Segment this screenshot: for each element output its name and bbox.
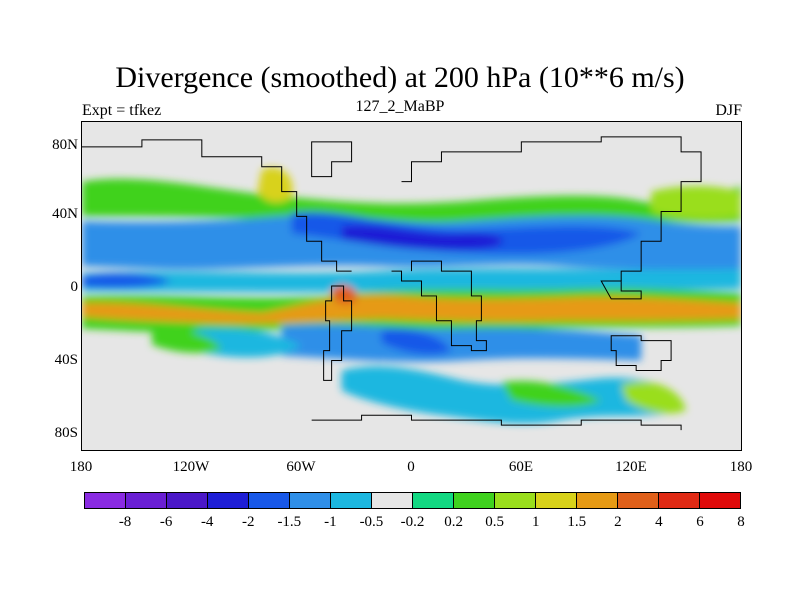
- colorbar-label: 4: [655, 514, 663, 530]
- colorbar-label: -0.2: [400, 514, 425, 530]
- coast-north-america: [82, 139, 352, 272]
- colorbar-label: 8: [737, 514, 745, 530]
- coastlines: [82, 136, 702, 431]
- colorbar-label: -8: [118, 514, 132, 530]
- lon-label-180e: 180: [729, 459, 753, 475]
- coast-antarctica: [311, 414, 682, 431]
- field-patch-northeast-yellow: [651, 185, 741, 220]
- colorbar-label: -2: [242, 514, 255, 530]
- colorbar-swatch: [331, 493, 372, 508]
- colorbar-swatch: [126, 493, 167, 508]
- colorbar-swatch: [495, 493, 536, 508]
- colorbar-label: 2: [614, 514, 622, 530]
- colorbar-swatch: [536, 493, 577, 508]
- colorbar-label: 0.5: [485, 514, 504, 530]
- coast-australia: [610, 335, 672, 371]
- lat-label-equator: 0: [70, 279, 79, 295]
- lon-label-120w: 120W: [172, 459, 210, 475]
- colorbar-label: 1.5: [567, 514, 587, 530]
- colorbar-swatch: [618, 493, 659, 508]
- colorbar-swatch: [85, 493, 126, 508]
- lat-label-40s: 40S: [54, 352, 78, 368]
- lon-label-0: 0: [407, 459, 415, 475]
- coast-eurasia: [401, 136, 702, 282]
- colorbar-swatch: [413, 493, 454, 508]
- divergence-field-map: [82, 136, 741, 431]
- colorbar-swatch: [577, 493, 618, 508]
- field-swirl-south-patch: [151, 329, 222, 353]
- field-band-equator-blue: [82, 268, 741, 292]
- colorbar: [84, 492, 741, 509]
- colorbar-label: -4: [200, 514, 214, 530]
- coast-greenland: [311, 141, 353, 178]
- colorbar-swatch: [208, 493, 249, 508]
- lon-label-180w: 180: [69, 459, 93, 475]
- colorbar-swatch: [249, 493, 290, 508]
- field-patch-deep-blue: [341, 225, 504, 251]
- lat-label-40n: 40N: [52, 206, 78, 222]
- field-swirl-southern-darkgreen: [501, 380, 602, 408]
- experiment-label: Expt = tfkez: [82, 102, 162, 119]
- colorbar-swatch: [700, 493, 740, 508]
- run-label: 127_2_MaBP: [355, 98, 445, 115]
- map-panel: [81, 121, 742, 451]
- lat-label-80s: 80S: [54, 425, 78, 441]
- coast-south-america: [323, 285, 353, 381]
- field-band-tropical-orange: [82, 294, 741, 324]
- colorbar-label: -6: [159, 514, 173, 530]
- field-patch-southamerica-red: [331, 285, 358, 304]
- coast-africa: [391, 260, 487, 352]
- field-patch-north-yellow: [257, 167, 293, 203]
- colorbar-label: -1.5: [277, 514, 302, 530]
- colorbar-label: -0.5: [359, 514, 384, 530]
- lon-label-60e: 60E: [508, 459, 534, 475]
- lon-label-120e: 120E: [615, 459, 647, 475]
- plot-title: Divergence (smoothed) at 200 hPa (10**6 …: [115, 61, 685, 94]
- lon-label-60w: 60W: [286, 459, 316, 475]
- colorbar-label: -1: [324, 514, 337, 530]
- colorbar-swatch: [659, 493, 700, 508]
- field-band-south-blue: [281, 324, 642, 362]
- season-label: DJF: [715, 102, 742, 119]
- colorbar-label: 0.2: [444, 514, 463, 530]
- colorbar-label: 6: [696, 514, 704, 530]
- colorbar-swatch: [167, 493, 208, 508]
- colorbar-swatch: [372, 493, 413, 508]
- colorbar-label: 1: [531, 514, 540, 530]
- field-patch-far-south: [621, 381, 687, 414]
- colorbar-swatch: [454, 493, 495, 508]
- lat-label-80n: 80N: [52, 137, 78, 153]
- field-patch-south-darkblue: [381, 329, 452, 355]
- coast-indonesia: [600, 280, 642, 300]
- field-patch-equator-darkblue: [82, 273, 172, 289]
- colorbar-swatch: [290, 493, 331, 508]
